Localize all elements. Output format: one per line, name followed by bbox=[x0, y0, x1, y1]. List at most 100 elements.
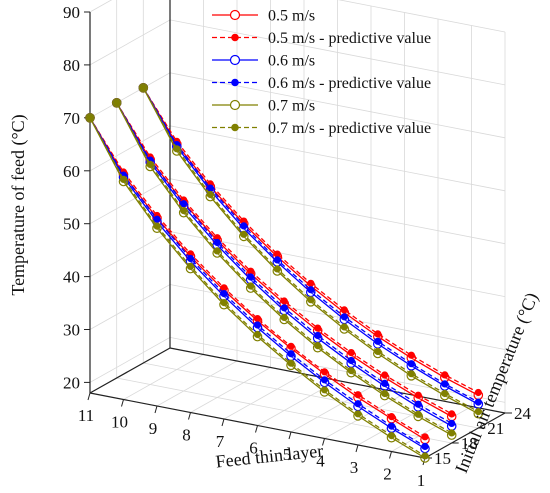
x-tick-label: 9 bbox=[149, 419, 158, 438]
x-tick bbox=[221, 418, 225, 427]
data-point bbox=[448, 429, 456, 437]
data-point bbox=[441, 380, 449, 388]
y-tick-label: 70 bbox=[63, 109, 80, 128]
legend-label: 0.6 m/s bbox=[268, 53, 315, 70]
series-line bbox=[89, 117, 426, 450]
data-point bbox=[381, 379, 389, 387]
data-point bbox=[474, 388, 482, 397]
x-tick bbox=[255, 425, 258, 433]
series bbox=[113, 99, 456, 418]
gridline-layer-floor bbox=[324, 393, 405, 439]
data-point bbox=[213, 238, 221, 247]
series bbox=[86, 114, 429, 460]
x-tick-label: 7 bbox=[216, 432, 225, 451]
x-tick-label: 6 bbox=[249, 439, 258, 458]
legend-item: 0.7 m/s bbox=[212, 98, 315, 115]
legend-item: 0.5 m/s - predictive value bbox=[212, 30, 431, 47]
data-point bbox=[247, 267, 255, 275]
data-point bbox=[287, 350, 295, 358]
series-line bbox=[142, 87, 479, 403]
y-tick-label: 30 bbox=[63, 321, 80, 340]
x-tick bbox=[322, 438, 325, 446]
data-point bbox=[407, 351, 415, 359]
data-point bbox=[441, 371, 449, 379]
data-point bbox=[307, 286, 315, 294]
series-layer bbox=[85, 83, 484, 463]
legend-label: 0.5 m/s - predictive value bbox=[268, 30, 431, 47]
legend-swatch-marker bbox=[231, 33, 239, 42]
data-point bbox=[340, 313, 348, 321]
y-tick-label: 80 bbox=[63, 56, 80, 75]
x-axis-label: Feed thin layer bbox=[215, 440, 324, 471]
x-tick-label: 4 bbox=[316, 452, 325, 471]
data-point bbox=[247, 282, 255, 290]
x-tick-label: 11 bbox=[78, 406, 94, 425]
data-point bbox=[414, 400, 422, 408]
gridline-layer-floor bbox=[156, 360, 238, 407]
legend-label: 0.7 m/s - predictive value bbox=[268, 120, 431, 137]
x-tick bbox=[188, 412, 191, 420]
data-point bbox=[146, 160, 154, 168]
x-tick-label: 8 bbox=[182, 426, 191, 445]
data-point bbox=[273, 250, 281, 258]
data-point bbox=[273, 256, 281, 264]
data-point bbox=[253, 315, 262, 323]
x-tick bbox=[389, 451, 392, 459]
legend-item: 0.7 m/s - predictive value bbox=[212, 120, 431, 137]
data-point bbox=[180, 200, 188, 208]
data-point bbox=[314, 331, 322, 340]
data-point bbox=[280, 297, 288, 305]
data-point bbox=[240, 222, 248, 230]
data-point bbox=[407, 360, 415, 368]
data-point bbox=[314, 324, 322, 332]
gridline-air-floor bbox=[143, 362, 479, 429]
data-point bbox=[113, 99, 121, 107]
x-tick bbox=[154, 405, 158, 414]
data-point bbox=[421, 433, 429, 441]
gridline-temp bbox=[89, 231, 506, 297]
data-point bbox=[381, 389, 389, 398]
legend-swatch-marker bbox=[231, 123, 239, 132]
series bbox=[113, 99, 456, 437]
legend: 0.5 m/s 0.5 m/s - predictive value 0.6 m/s… bbox=[212, 8, 431, 137]
axis-edge bbox=[424, 412, 506, 459]
legend-swatch-marker bbox=[229, 99, 241, 111]
data-point bbox=[240, 230, 248, 238]
data-point bbox=[387, 413, 396, 421]
data-point bbox=[186, 254, 195, 263]
z-tick-label: 21 bbox=[487, 419, 504, 438]
data-point bbox=[314, 342, 322, 350]
z-axis-label: Initial air temperature (°C) bbox=[451, 290, 543, 476]
data-point bbox=[253, 321, 262, 329]
x-tick bbox=[87, 392, 91, 401]
series-line bbox=[89, 117, 426, 447]
axis-edge bbox=[89, 347, 171, 394]
data-point bbox=[340, 306, 348, 314]
gridline-air-floor bbox=[116, 377, 452, 444]
series-line bbox=[89, 117, 426, 459]
data-point bbox=[387, 422, 396, 430]
data-point bbox=[153, 215, 161, 223]
data-point bbox=[448, 419, 456, 427]
data-point bbox=[206, 190, 214, 199]
data-point bbox=[139, 84, 147, 92]
z-tick-label: 15 bbox=[434, 449, 451, 468]
data-point bbox=[253, 330, 262, 339]
data-point bbox=[86, 114, 94, 122]
data-point bbox=[474, 398, 482, 406]
data-point bbox=[247, 273, 255, 281]
data-point bbox=[354, 410, 362, 418]
data-point bbox=[381, 371, 389, 379]
data-point bbox=[220, 284, 228, 292]
gridline-temp bbox=[89, 284, 506, 350]
data-point bbox=[180, 207, 188, 215]
data-point bbox=[287, 359, 295, 367]
x-tick bbox=[288, 431, 292, 440]
data-point bbox=[153, 222, 161, 230]
x-tick-label: 5 bbox=[283, 445, 292, 464]
legend-label: 0.5 m/s bbox=[268, 8, 315, 25]
data-point bbox=[320, 376, 329, 384]
